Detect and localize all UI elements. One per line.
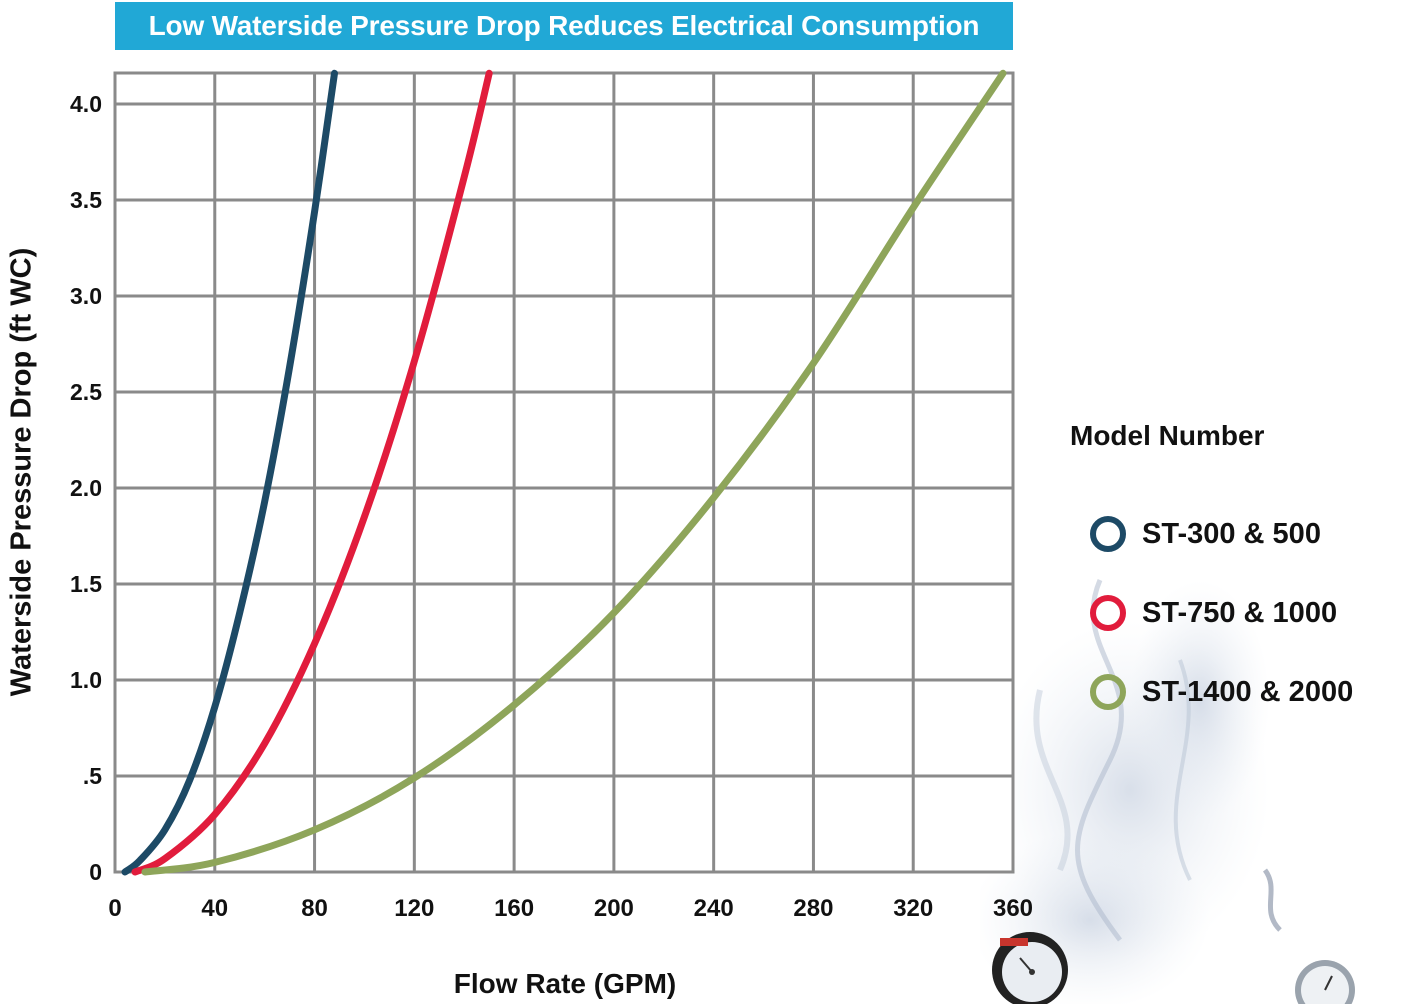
grid	[113, 71, 1015, 874]
y-tick-label: 1.5	[70, 571, 102, 597]
plot-frame	[113, 71, 1015, 874]
x-tick-label: 40	[201, 895, 228, 922]
series-line-1	[121, 69, 338, 876]
legend-item-st-300-500: ST-300 & 500	[1090, 514, 1321, 554]
series-line-2	[131, 69, 493, 876]
x-tick-label: 160	[494, 895, 534, 922]
x-tick-label: 200	[594, 895, 634, 922]
legend-item-st-750-1000: ST-750 & 1000	[1090, 593, 1337, 633]
x-tick-label: 320	[893, 895, 933, 922]
series-lines	[121, 69, 1007, 876]
y-tick-label: .5	[83, 763, 102, 789]
x-tick-label: 280	[793, 895, 833, 922]
legend-item-st-1400-2000: ST-1400 & 2000	[1090, 672, 1353, 712]
chart-title: Low Waterside Pressure Drop Reduces Elec…	[115, 2, 1013, 50]
legend-title: Model Number	[1070, 420, 1265, 451]
y-tick-label: 2.0	[70, 475, 102, 501]
x-tick-label: 120	[394, 895, 434, 922]
y-axis-label: Waterside Pressure Drop (ft WC)	[5, 247, 38, 697]
y-tick-label: 3.5	[70, 187, 102, 213]
x-tick-label: 240	[694, 895, 734, 922]
y-tick-label: 2.5	[70, 379, 102, 405]
legend-ring-icon	[1090, 674, 1126, 710]
x-tick-label: 80	[301, 895, 328, 922]
legend-label: ST-300 & 500	[1142, 517, 1321, 550]
x-tick-label: 0	[108, 895, 121, 922]
y-tick-label: 1.0	[70, 667, 102, 693]
y-tick-label: 3.0	[70, 283, 102, 309]
legend-label: ST-750 & 1000	[1142, 596, 1338, 629]
x-tick-label: 360	[993, 895, 1033, 922]
y-tick-label: 4.0	[70, 91, 102, 117]
legend-ring-icon	[1090, 595, 1126, 631]
tick-labels: 0 40 80 120 160 200 240 280 320 360 0 .5 1.0 1.5 2.0 2.…	[70, 91, 1033, 922]
legend-label: ST-1400 & 2000	[1142, 675, 1354, 708]
y-tick-label: 0	[89, 859, 102, 885]
series-line-3	[141, 69, 1007, 876]
x-axis-label: Flow Rate (GPM)	[453, 968, 677, 999]
legend-ring-icon	[1090, 516, 1126, 552]
